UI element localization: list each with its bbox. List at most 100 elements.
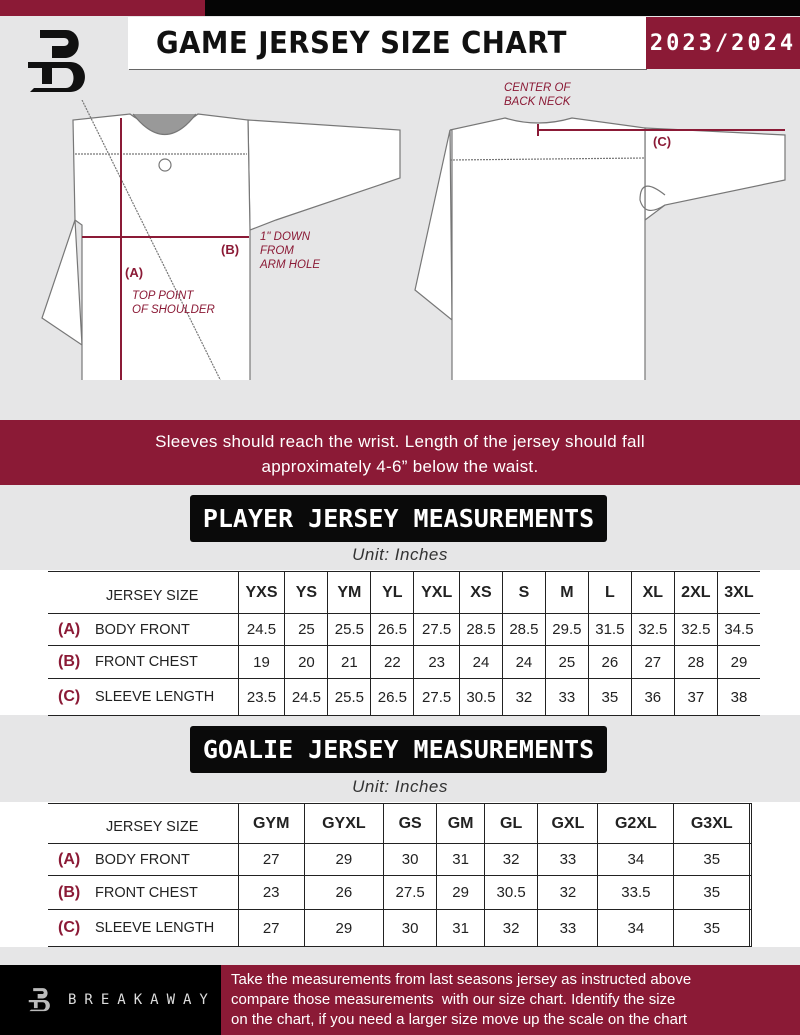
note-line: CENTER OF <box>504 82 571 94</box>
cell: 34 <box>597 909 674 947</box>
instruction-line: approximately 4-6” below the waist. <box>261 457 539 476</box>
size-header: G2XL <box>597 803 674 844</box>
row-label: (C) SLEEVE LENGTH <box>48 678 238 716</box>
note-line: BACK NECK <box>504 96 571 108</box>
row-label: (B) FRONT CHEST <box>48 645 238 679</box>
note-line: FROM <box>260 245 294 257</box>
cell: 28.5 <box>459 613 503 646</box>
size-header: XS <box>459 571 503 614</box>
cell <box>749 875 752 910</box>
row-tag: (A) <box>58 620 81 638</box>
cell: 35 <box>673 843 750 876</box>
cell: 32 <box>537 875 598 910</box>
size-header: YS <box>284 571 328 614</box>
row-tag: (C) <box>58 688 81 705</box>
cell: 34 <box>597 843 674 876</box>
cell: 25 <box>544 645 589 679</box>
label-a: (A) <box>125 265 144 280</box>
size-header: GYXL <box>303 803 384 844</box>
cell: 29 <box>303 843 384 876</box>
table-row: (B) FRONT CHEST 23 26 27.5 29 30.5 32 33.5 35 <box>48 875 752 910</box>
cell: 32 <box>501 678 546 716</box>
cell: 24.5 <box>284 678 328 716</box>
cell: 25 <box>284 613 328 646</box>
player-table: JERSEY SIZE YXS YS YM YL YXL XS S M L XL… <box>48 571 760 716</box>
jersey-back-measure-line <box>537 124 785 136</box>
footer-line: on the chart, if you need a larger size … <box>231 1011 688 1028</box>
cell: 30 <box>382 843 437 876</box>
row-label-text: BODY FRONT <box>95 851 190 868</box>
row-tag: (B) <box>58 883 81 901</box>
row-label-text: SLEEVE LENGTH <box>95 920 215 936</box>
season-badge: 2023/2024 <box>646 17 800 69</box>
shoulder-note: TOP POINT OF SHOULDER <box>132 289 215 317</box>
cell: 26.5 <box>370 613 414 646</box>
label-b: (B) <box>221 242 240 257</box>
cell: 26 <box>587 645 632 679</box>
cell: 23.5 <box>237 678 285 716</box>
footer-instructions: Take the measurements from last seasons … <box>221 965 800 1035</box>
cell: 23 <box>237 875 305 910</box>
cell: 27 <box>237 843 305 876</box>
size-header: XL <box>630 571 675 614</box>
size-header: YXS <box>237 571 285 614</box>
footer-brand: BREAKAWAY <box>0 965 221 1035</box>
table-row: (C) SLEEVE LENGTH 23.5 24.5 25.5 26.5 27.5 30.… <box>48 678 760 716</box>
row-label: (C) SLEEVE LENGTH <box>48 909 238 947</box>
table-row: (A) BODY FRONT 27 29 30 31 32 33 34 35 <box>48 843 752 876</box>
cell: 22 <box>370 645 414 679</box>
size-label: JERSEY SIZE <box>48 803 238 844</box>
cell: 33 <box>544 678 589 716</box>
cell: 28.5 <box>501 613 546 646</box>
row-label: (A) BODY FRONT <box>48 843 238 876</box>
title-box: GAME JERSEY SIZE CHART <box>128 17 646 69</box>
cell: 34.5 <box>716 613 760 646</box>
size-header: GM <box>436 803 485 844</box>
breakaway-logo-small-icon <box>28 988 50 1012</box>
jersey-diagram <box>41 100 786 380</box>
cell <box>749 909 752 947</box>
jersey-back-drawing <box>414 117 786 380</box>
armhole-note: 1" DOWN FROM ARM HOLE <box>260 230 320 272</box>
size-header: GS <box>382 803 437 844</box>
cell: 31.5 <box>587 613 632 646</box>
cell: 32.5 <box>673 613 718 646</box>
size-header: S <box>501 571 546 614</box>
cell: 32 <box>483 909 538 947</box>
cell: 25.5 <box>327 678 371 716</box>
top-bar-dark <box>205 0 800 16</box>
cell: 23 <box>413 645 460 679</box>
cell: 31 <box>436 909 485 947</box>
cell: 19 <box>237 645 285 679</box>
cell: 28 <box>673 645 718 679</box>
header-row: JERSEY SIZE GYM GYXL GS GM GL GXL G2XL G… <box>48 803 752 844</box>
cell: 38 <box>716 678 760 716</box>
goalie-unit: Unit: Inches <box>352 777 448 796</box>
cell: 29 <box>303 909 384 947</box>
cell: 27.5 <box>413 678 460 716</box>
page-title: GAME JERSEY SIZE CHART <box>156 25 567 61</box>
jersey-front-measure-lines <box>82 118 249 380</box>
row-label: (B) FRONT CHEST <box>48 875 238 910</box>
footer-line: Take the measurements from last seasons … <box>231 971 692 988</box>
row-tag: (C) <box>58 919 81 936</box>
size-header: M <box>544 571 589 614</box>
size-header: YXL <box>413 571 460 614</box>
note-line: TOP POINT <box>132 290 194 302</box>
row-tag: (A) <box>58 850 81 868</box>
breakaway-logo-icon <box>28 30 85 92</box>
note-line: ARM HOLE <box>260 259 321 271</box>
row-label-text: FRONT CHEST <box>95 884 198 901</box>
cell: 33 <box>537 909 598 947</box>
header-row: JERSEY SIZE YXS YS YM YL YXL XS S M L XL… <box>48 571 760 614</box>
cell: 27.5 <box>382 875 437 910</box>
row-label: (A) BODY FRONT <box>48 613 238 646</box>
cell: 24 <box>459 645 503 679</box>
cell: 27 <box>237 909 305 947</box>
cell: 30 <box>382 909 437 947</box>
cell: 26 <box>303 875 384 910</box>
cell: 37 <box>673 678 718 716</box>
cell: 31 <box>436 843 485 876</box>
footer-line: compare those measurements with our size… <box>231 991 676 1008</box>
cell: 24 <box>501 645 546 679</box>
